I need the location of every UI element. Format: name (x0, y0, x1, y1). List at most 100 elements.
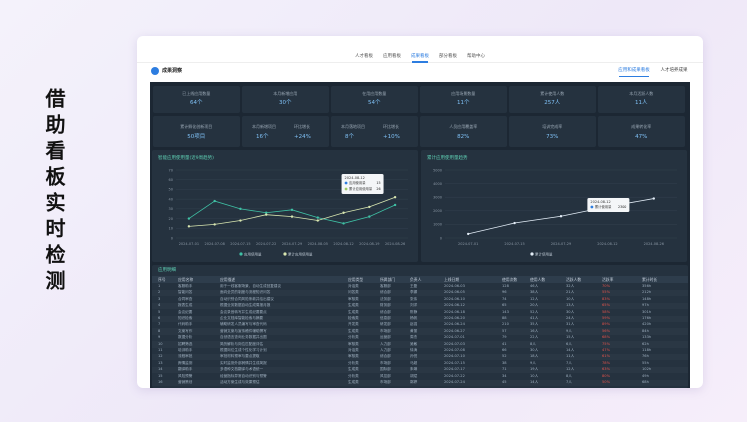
table-cell: 活动方案生成与效果预估 (220, 380, 260, 384)
kpi-label: 本月新增项目 (252, 124, 276, 129)
table-cell: 综合部 (380, 309, 391, 314)
table-cell: 88 (502, 316, 507, 320)
kpi-value: 54个 (368, 100, 381, 106)
table-row-stripe (152, 354, 688, 361)
tooltip (341, 174, 384, 194)
x-tick-label: 2024-08-19 (359, 242, 379, 246)
data-point (652, 197, 655, 200)
table-cell: 信息部 (380, 316, 391, 320)
legend-swatch (530, 252, 534, 256)
table-header: 应用名称 (178, 276, 194, 282)
table-cell: 生成类 (348, 309, 359, 314)
y-tick-label: 1000 (433, 223, 442, 227)
table-cell: 8人 (530, 341, 536, 346)
table-cell: 78% (602, 360, 610, 365)
table-cell: 会议纪要 (178, 309, 193, 314)
x-tick-label: 2024-08-12 (597, 242, 617, 246)
table-cell: 70% (602, 284, 610, 288)
kpi-card: 应用场景数量 11个 (420, 86, 507, 113)
table-header: 活跃人数 (566, 276, 582, 282)
data-point (265, 211, 268, 214)
table-cell: 面向全员的制度与流程知识问答 (220, 290, 271, 295)
table-header: 所属部门 (380, 276, 396, 282)
view-tab[interactable]: 应用和成果看板 (618, 68, 650, 73)
chart-panel: 累计应用使用量趋势 0 1000 2000 3000 4000 5000 2024-07-01… (421, 150, 687, 262)
table-cell: 133h (642, 335, 652, 340)
table-cell: 52人 (530, 309, 539, 314)
table-cell: 118h (642, 348, 652, 352)
data-point (239, 207, 242, 211)
kpi-change: +24% (294, 134, 311, 140)
table-cell: 65 (502, 303, 507, 308)
table-cell: 30人 (530, 348, 539, 352)
table-cell: 流程审批 (178, 354, 193, 359)
chart-title: 智能应用使用量(近9周趋势) (158, 154, 214, 161)
table-cell: 2024-06-20 (444, 316, 465, 320)
table-cell: 143 (502, 309, 509, 314)
data-point (342, 211, 345, 214)
table-cell: 数据分析 (178, 335, 193, 340)
tooltip-swatch (590, 205, 594, 209)
kpi-label: 累计使用人数 (540, 91, 565, 96)
view-tab[interactable]: 人才培养成果 (660, 68, 688, 73)
table-cell: 知识检索 (178, 316, 193, 320)
kpi-label: 人员应用覆盖率 (449, 124, 478, 129)
table-header: 应用类型 (348, 276, 364, 282)
table-cell: 58% (602, 309, 610, 314)
table-cell: 营销策划 (178, 380, 193, 384)
table-header: 活跃率 (602, 276, 614, 282)
y-tick-label: 50 (169, 188, 173, 192)
table-cell: 人力部 (380, 348, 391, 352)
table-row-stripe (152, 379, 688, 386)
table-cell: 生成类 (348, 328, 359, 333)
table-cell: 19人 (530, 367, 539, 372)
page-title: 成果洞察 (162, 68, 183, 74)
kpi-value: 11个 (457, 100, 470, 106)
table-cell: 问答类 (348, 290, 359, 295)
table-cell: 55h (642, 360, 649, 365)
tooltip-value: 2300 (618, 205, 626, 209)
nav-tab[interactable]: 成果看板 (411, 54, 429, 59)
kpi-label: 在用应用数量 (362, 91, 387, 96)
table-cell: 16 (158, 380, 163, 384)
series-line (188, 196, 396, 227)
table-cell: 31人 (566, 322, 575, 327)
table-row-stripe (152, 290, 688, 297)
table-cell: 用于一线客服场景，自动生成回复建议 (220, 284, 282, 288)
table-cell: 2024-07-22 (444, 373, 465, 378)
chart: 智能应用使用量(近9周趋势) 0 10 20 30 40 50 60 70 2024-07-01 2… (158, 154, 408, 256)
kpi-label: 本月活跃人数 (629, 91, 654, 96)
table-cell: 301h (642, 309, 652, 314)
table-cell: 2024-06-27 (444, 328, 465, 333)
nav-tab[interactable]: 应用看板 (383, 54, 401, 59)
nav-tab[interactable]: 人才看板 (355, 54, 373, 59)
table-cell: 分析类 (348, 373, 359, 378)
nav-active-underline (412, 61, 428, 63)
nav-tab[interactable]: 帮助中心 (467, 54, 485, 59)
table-cell: 83% (602, 296, 610, 301)
tooltip-swatch (344, 181, 348, 185)
legend-label: 累计使用量 (535, 251, 553, 256)
table-cell: 周杰 (410, 335, 418, 340)
table-cell: 市场部 (380, 360, 391, 365)
table-header: 使用次数 (502, 276, 518, 282)
table-cell: 翻译助手 (178, 367, 193, 372)
table-cell: 审核类 (348, 341, 359, 346)
nav-tab[interactable]: 部分看板 (439, 54, 457, 59)
table-cell: 8人 (566, 373, 572, 378)
table-cell: 财务部 (380, 303, 391, 308)
table-cell: 6人 (566, 341, 572, 346)
table-cell: 2024-06-10 (444, 296, 465, 301)
table-cell: 客服助手 (178, 284, 193, 288)
y-tick-label: 70 (169, 168, 173, 172)
table-cell: 2024-07-17 (444, 367, 465, 372)
table-cell: 生成类 (348, 380, 359, 384)
table-cell: 会议录音转写并生成纪要要点 (220, 309, 267, 314)
x-tick-label: 2024-07-15 (504, 242, 524, 246)
table-cell: 41人 (530, 316, 539, 320)
table-cell: 79 (502, 335, 507, 340)
table-header-row (152, 276, 688, 283)
table-cell: 7 (158, 322, 161, 327)
table-cell: 对话类 (348, 284, 359, 288)
